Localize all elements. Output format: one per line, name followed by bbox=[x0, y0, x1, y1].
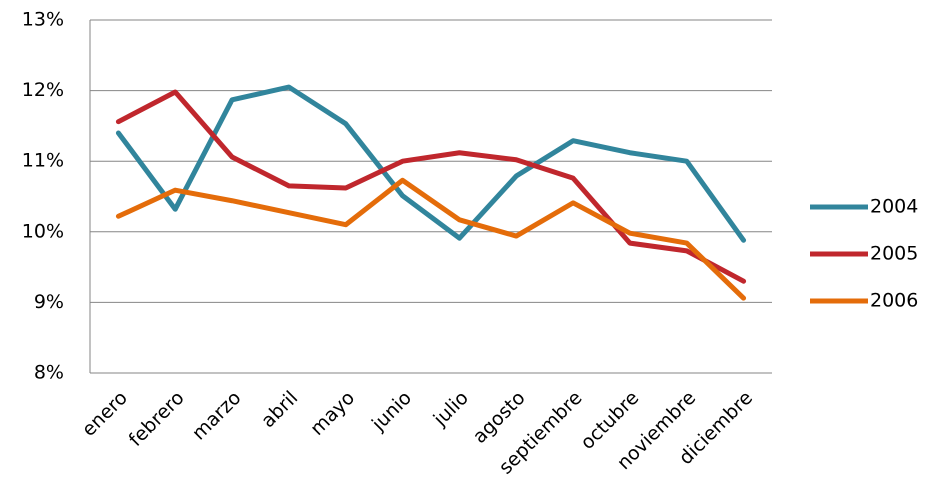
x-tick-label: julio bbox=[429, 387, 473, 431]
legend-label: 2005 bbox=[870, 243, 918, 265]
y-tick-label: 10% bbox=[22, 220, 64, 242]
series-line bbox=[115, 84, 747, 243]
y-tick-label: 9% bbox=[34, 291, 64, 313]
x-tick-label: enero bbox=[78, 387, 132, 441]
y-tick-label: 11% bbox=[22, 150, 64, 172]
x-tick-label: marzo bbox=[188, 387, 246, 445]
series-line bbox=[115, 177, 747, 301]
y-tick-label: 13% bbox=[22, 9, 64, 31]
legend-label: 2006 bbox=[870, 290, 918, 312]
y-tick-label: 12% bbox=[22, 79, 64, 101]
legend-label: 2004 bbox=[870, 196, 918, 218]
y-tick-label: 8% bbox=[34, 362, 64, 384]
x-tick-label: junio bbox=[367, 387, 416, 436]
series-line bbox=[115, 89, 747, 284]
x-tick-label: abril bbox=[257, 387, 302, 432]
x-tick-label: febrero bbox=[125, 387, 189, 451]
x-tick-label: mayo bbox=[306, 387, 359, 440]
